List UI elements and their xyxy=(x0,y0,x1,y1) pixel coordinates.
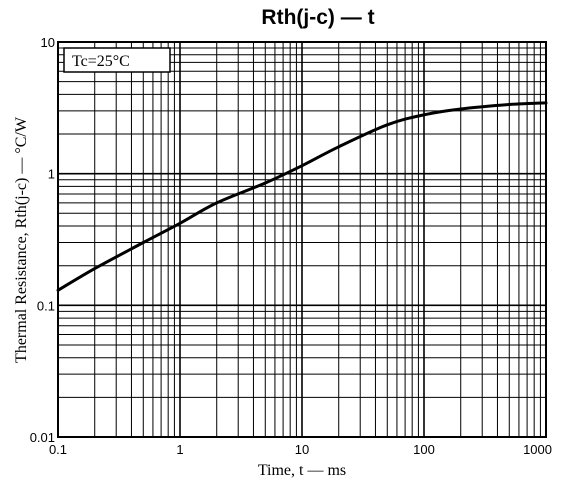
series-line xyxy=(56,101,548,292)
x-tick-label: 100 xyxy=(413,442,435,457)
x-axis-label: Time, t — ms xyxy=(258,462,346,479)
y-tick-label: 0.1 xyxy=(37,298,55,313)
x-tick-label: 1000 xyxy=(523,442,552,457)
x-tick-label: 0.1 xyxy=(49,442,67,457)
y-tick-label: 10 xyxy=(41,35,55,50)
temperature-annotation: Tc=25°C xyxy=(72,53,130,70)
annotation-box xyxy=(63,47,171,73)
chart-title: Rth(j-c) — t xyxy=(261,6,374,29)
y-axis-label: Thermal Resistance, Rth(j-c) — °C/W xyxy=(13,116,30,363)
x-tick-label: 1 xyxy=(176,442,183,457)
grid xyxy=(57,42,546,438)
y-tick-label: 0.01 xyxy=(30,430,55,445)
y-tick-label: 1 xyxy=(48,167,55,182)
x-tick-label: 10 xyxy=(295,442,309,457)
plot-frame xyxy=(57,41,547,438)
